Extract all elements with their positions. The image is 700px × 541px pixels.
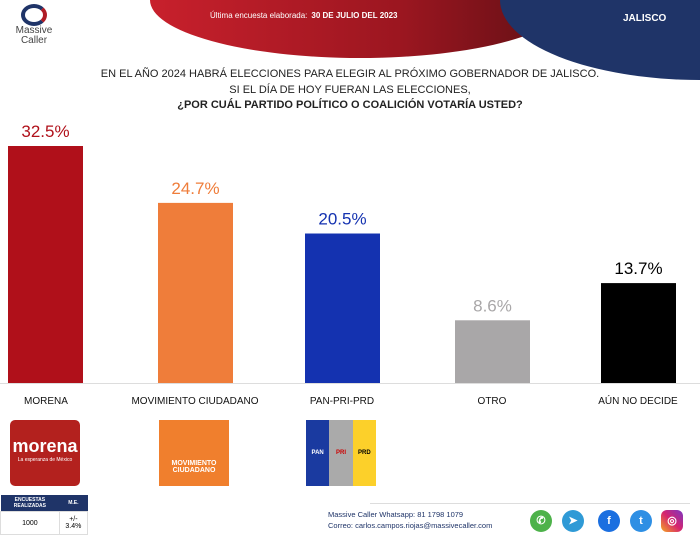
date-label: Última encuesta elaborada: <box>210 11 308 20</box>
brand-line2: Caller <box>20 35 48 46</box>
data-label-3: 8.6% <box>473 296 512 315</box>
facebook-icon[interactable]: f <box>598 510 620 532</box>
pan-logo: PAN <box>306 420 330 486</box>
data-label-4: 13.7% <box>614 259 662 278</box>
email-contact: Correo: carlos.campos.riojas@massivecall… <box>328 521 493 530</box>
category-label-3: OTRO <box>477 396 507 407</box>
bar-0 <box>8 146 83 383</box>
massive-caller-logo: Massive Caller <box>6 4 62 46</box>
margin-header: M.E. <box>59 495 88 512</box>
chat-bubble-icon <box>21 4 47 26</box>
survey-date: Última encuesta elaborada: 30 DE JULIO DE… <box>210 11 398 20</box>
category-label-4: AÚN NO DECIDE <box>598 396 678 407</box>
question-line1: EN EL AÑO 2024 HABRÁ ELECCIONES PARA ELE… <box>100 68 600 80</box>
pan-pri-prd-logo: PAN PRI PRD <box>306 420 376 486</box>
contact-info: Massive Caller Whatsapp: 81 1798 1079 Cor… <box>328 509 492 531</box>
bar-chart: 32.5% 24.7% 20.5% 8.6% 13.7% <box>0 122 700 384</box>
category-label-1: MOVIMIENTO CIUDADANO <box>131 396 259 407</box>
state-label: JALISCO <box>623 13 667 24</box>
brand-line1: Massive <box>15 25 53 36</box>
bar-4 <box>601 283 676 383</box>
prd-logo: PRD <box>352 420 376 486</box>
margin-error: +/- 3.4% <box>58 511 89 535</box>
telegram-icon[interactable]: ➤ <box>562 510 584 532</box>
data-label-1: 24.7% <box>171 179 219 198</box>
instagram-icon[interactable]: ◎ <box>661 510 683 532</box>
mc-logo-line1: MOVIMIENTO <box>171 460 217 467</box>
category-label-0: MORENA <box>24 396 68 407</box>
bar-3 <box>455 320 530 383</box>
date-value: 30 DE JULIO DEL 2023 <box>311 11 398 20</box>
surveys-count: 1000 <box>0 511 60 535</box>
mc-logo: MOVIMIENTO CIUDADANO <box>159 420 229 486</box>
pri-logo: PRI <box>329 420 353 486</box>
bar-1 <box>158 202 233 383</box>
data-label-2: 20.5% <box>318 210 366 229</box>
twitter-icon[interactable]: t <box>630 510 652 532</box>
morena-logo-text: morena <box>12 436 78 456</box>
question-line2: SI EL DÍA DE HOY FUERAN LAS ELECCIONES, <box>229 84 471 96</box>
morena-logo-sub: La esperanza de México <box>17 457 73 463</box>
question-line3: ¿POR CUÁL PARTIDO POLÍTICO O COALICIÓN V… <box>177 99 523 111</box>
whatsapp-icon[interactable]: ✆ <box>530 510 552 532</box>
category-label-2: PAN-PRI-PRD <box>309 396 375 407</box>
mc-logo-line2: CIUDADANO <box>172 467 216 474</box>
whatsapp-contact: Massive Caller Whatsapp: 81 1798 1079 <box>328 510 464 519</box>
bar-2 <box>305 233 380 383</box>
surveys-header: ENCUESTAS REALIZADAS <box>0 495 60 512</box>
survey-info-table: ENCUESTAS REALIZADAS M.E. 1000 +/- 3.4% <box>0 495 89 535</box>
morena-logo: morena La esperanza de México <box>10 420 80 486</box>
data-label-0: 32.5% <box>21 122 69 141</box>
footer-divider <box>370 503 690 504</box>
